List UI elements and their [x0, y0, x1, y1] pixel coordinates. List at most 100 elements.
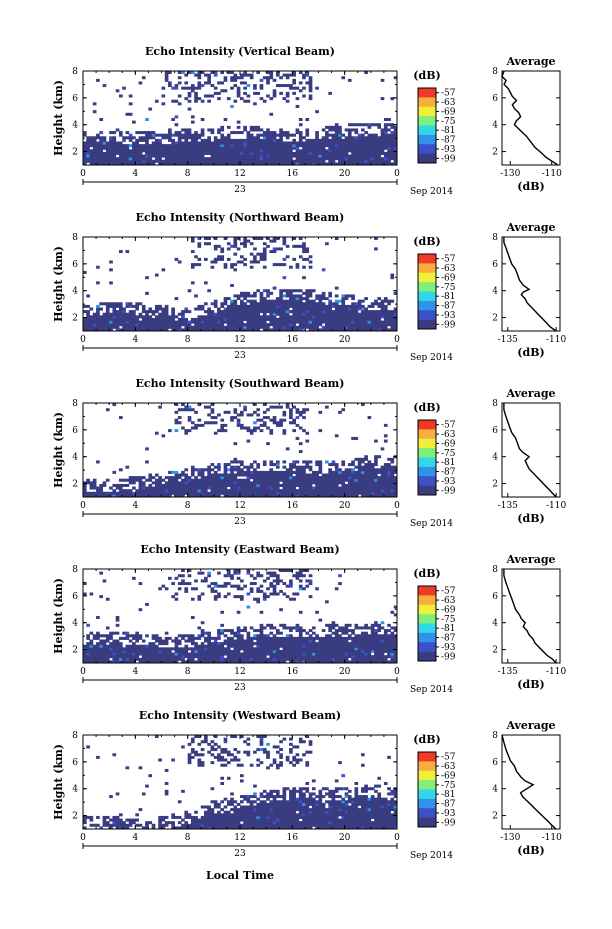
colorbar-tick-label: -69 — [441, 439, 456, 449]
heatmap-cell — [177, 483, 182, 487]
heatmap-cell — [253, 642, 257, 646]
heatmap-cell — [249, 294, 254, 298]
heatmap-cell — [174, 639, 179, 643]
heatmap-cell — [266, 307, 270, 311]
heatmap-cell — [246, 94, 251, 98]
heatmap-cell — [279, 146, 283, 150]
heatmap-cell — [364, 123, 368, 127]
heatmap-cell — [302, 302, 306, 306]
heatmap-cell — [311, 315, 316, 319]
heatmap-cell — [285, 655, 290, 659]
heatmap-cell — [148, 315, 153, 319]
heatmap-cell — [223, 649, 228, 653]
heatmap-cell — [321, 157, 326, 161]
heatmap-cell — [109, 494, 113, 498]
heatmap-cell — [357, 325, 362, 329]
heatmap-cell — [200, 144, 205, 148]
heatmap-cell — [275, 494, 280, 498]
heatmap-cell — [217, 468, 221, 472]
heatmap-cell — [295, 154, 300, 158]
heatmap-cell — [204, 149, 208, 153]
heatmap-cell — [390, 481, 395, 485]
heatmap-cell — [289, 465, 293, 469]
heatmap-cell — [243, 310, 247, 314]
heatmap-cell — [243, 257, 247, 261]
x-tick-label: 20 — [339, 501, 351, 511]
heatmap-cell — [387, 315, 391, 319]
heatmap-cell — [226, 304, 231, 308]
heatmap-cell — [145, 644, 149, 648]
heatmap-cell — [89, 642, 94, 646]
heatmap-cell — [262, 463, 267, 467]
heatmap-cell — [92, 644, 97, 648]
heatmap-cell — [109, 323, 113, 327]
heatmap-cell — [240, 639, 244, 643]
heatmap-cell — [262, 579, 267, 583]
heatmap-cell — [164, 652, 169, 656]
heatmap-cell — [213, 657, 218, 661]
heatmap-cell — [217, 429, 221, 433]
heatmap-cell — [272, 159, 277, 163]
heatmap-cell — [387, 302, 391, 306]
heatmap-cell — [256, 634, 261, 638]
heatmap-cell — [253, 247, 257, 251]
heatmap-cell — [174, 146, 179, 150]
heatmap-cell — [308, 320, 313, 324]
heatmap-cell — [334, 310, 339, 314]
heatmap-cell — [190, 154, 195, 158]
heatmap-cell — [168, 491, 172, 495]
heatmap-cell — [207, 494, 211, 498]
heatmap-cells — [83, 403, 398, 498]
heatmap-cell — [233, 473, 238, 477]
heatmap-cell — [158, 647, 162, 651]
heatmap-cell — [308, 84, 313, 88]
heatmap-cell — [364, 297, 368, 301]
heatmap-cell — [243, 481, 247, 485]
heatmap-cell — [259, 307, 264, 311]
heatmap-cell — [275, 478, 280, 482]
heatmap-cell — [383, 465, 388, 469]
heatmap-cell — [347, 476, 352, 480]
heatmap-cell — [128, 112, 133, 116]
heatmap-cell — [282, 418, 287, 422]
heatmap-cell — [187, 405, 192, 409]
heatmap-cell — [135, 639, 139, 643]
heatmap-cell — [262, 154, 267, 158]
heatmap-cell — [390, 486, 395, 490]
heatmap-cell — [181, 426, 185, 430]
heatmap-cell — [253, 421, 257, 425]
heatmap-cell — [338, 304, 342, 308]
heatmap-cell — [269, 644, 274, 648]
heatmap-cell — [181, 657, 185, 661]
heatmap-cell — [383, 315, 388, 319]
heatmap-cell — [109, 154, 113, 158]
heatmap-cell — [220, 144, 225, 148]
heatmap-cell — [344, 476, 349, 480]
heatmap-cell — [226, 157, 231, 161]
heatmap-cell — [253, 149, 257, 153]
heatmap-cell — [266, 494, 270, 498]
heatmap-cell — [262, 133, 267, 137]
heatmap-cell — [318, 157, 323, 161]
heatmap-cell — [282, 131, 287, 135]
heatmap-cell — [272, 302, 277, 306]
heatmap-cell — [390, 136, 395, 140]
heatmap-cell — [302, 325, 306, 329]
heatmap-cell — [240, 655, 244, 659]
heatmap-cell — [361, 133, 365, 137]
heatmap-cell — [151, 317, 156, 321]
heatmap-cell — [272, 312, 277, 316]
heatmap-cell — [285, 255, 290, 259]
heatmap-cell — [266, 595, 270, 599]
heatmap-cell — [282, 157, 287, 161]
heatmap-cell — [243, 657, 247, 661]
heatmap-cell — [328, 141, 332, 145]
heatmap-cell — [249, 644, 254, 648]
heatmap-cell — [223, 584, 228, 588]
heatmap-cell — [184, 146, 189, 150]
heatmap-cell — [272, 154, 277, 158]
heatmap-cell — [357, 159, 362, 163]
heatmap-cell — [128, 652, 133, 656]
heatmap-cell — [230, 491, 234, 495]
heatmap-cell — [194, 423, 198, 427]
